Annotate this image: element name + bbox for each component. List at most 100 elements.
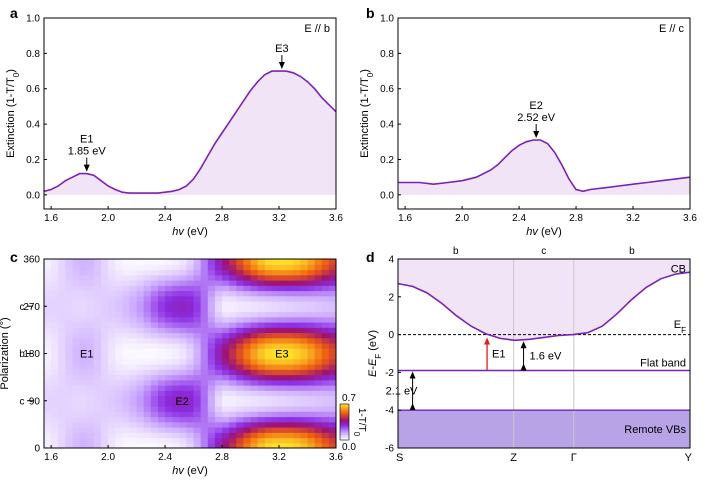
colorbar-min-label: 0.0: [342, 442, 356, 453]
heatmap-cell: [200, 358, 209, 365]
heatmap-cell: [279, 374, 287, 381]
heatmap-cell: [264, 306, 273, 313]
heatmap-cell: [65, 406, 74, 412]
heatmap-cell: [293, 421, 301, 428]
heatmap-cell: [279, 353, 287, 360]
heatmap-cell: [150, 369, 159, 376]
heatmap-cell: [293, 432, 301, 439]
x-tick-label: 2.0: [101, 452, 115, 463]
heatmap-cell: [314, 322, 323, 328]
heatmap-cell: [115, 290, 123, 297]
heatmap-cell: [250, 295, 259, 302]
heatmap-cell: [286, 421, 294, 428]
heatmap-cell: [172, 437, 180, 444]
heatmap-cell: [200, 442, 209, 448]
heatmap-cell: [72, 311, 81, 318]
heatmap-cell: [214, 316, 223, 323]
heatmap-cell: [307, 406, 316, 412]
heatmap-cell: [136, 416, 145, 423]
heatmap-cell: [58, 358, 66, 365]
heatmap-cell: [243, 442, 252, 448]
heatmap-cell: [93, 390, 102, 397]
spectrum-line: [43, 70, 337, 194]
heatmap-cell: [193, 442, 202, 448]
heatmap-cell: [193, 432, 202, 439]
heatmap-cell: [165, 427, 173, 433]
heatmap-cell: [129, 442, 138, 448]
heatmap-cell: [300, 311, 309, 318]
heatmap-cell: [100, 432, 109, 439]
heatmap-cell: [264, 400, 273, 407]
heatmap-cell: [321, 432, 330, 439]
heatmap-cell: [286, 332, 294, 339]
heatmap-cell: [257, 337, 266, 344]
heatmap-cell: [214, 369, 223, 376]
heatmap-cell: [86, 406, 95, 412]
heatmap-cell: [236, 322, 245, 328]
heatmap-cell: [321, 327, 330, 334]
heatmap-cell: [236, 395, 245, 402]
heatmap-cell: [321, 301, 330, 307]
heatmap-cell: [79, 411, 88, 418]
heatmap-cell: [264, 427, 273, 433]
heatmap-cell: [307, 295, 316, 302]
heatmap-cell: [214, 437, 223, 444]
heatmap-cell: [328, 285, 336, 292]
heatmap-cell: [108, 416, 116, 423]
heatmap-cell: [279, 416, 287, 423]
heatmap-cell: [300, 343, 309, 349]
heatmap-cell: [293, 301, 301, 307]
heatmap-cell: [229, 269, 237, 276]
region-label: E1: [80, 349, 93, 361]
heatmap-cell: [72, 353, 81, 360]
heatmap-cell: [86, 379, 95, 386]
heatmap-cell: [79, 295, 88, 302]
heatmap-cell: [328, 311, 336, 318]
heatmap-cell: [279, 421, 287, 428]
heatmap-cell: [286, 379, 294, 386]
heatmap-cell: [222, 316, 230, 323]
heatmap-cell: [286, 285, 294, 292]
heatmap-cell: [172, 369, 180, 376]
heatmap-cell: [314, 327, 323, 334]
heatmap-cell: [207, 385, 216, 391]
heatmap-cell: [250, 400, 259, 407]
heatmap-cell: [207, 301, 216, 307]
heatmap-cell: [51, 364, 59, 370]
polarization-axis-letter: b: [19, 349, 25, 360]
heatmap-cell: [264, 259, 273, 265]
heatmap-cell: [229, 427, 237, 433]
heatmap-cell: [165, 374, 173, 381]
heatmap-cell: [72, 337, 81, 344]
heatmap-cell: [100, 437, 109, 444]
heatmap-cell: [93, 369, 102, 376]
heatmap-cell: [150, 295, 159, 302]
heatmap-cell: [271, 374, 280, 381]
heatmap-cell: [79, 374, 88, 381]
heatmap-cell: [207, 269, 216, 276]
y-tick-label: 0.6: [380, 84, 394, 95]
heatmap-cell: [122, 290, 131, 297]
y-tick-label: 0.2: [26, 155, 40, 166]
heatmap-cell: [58, 264, 66, 271]
heatmap-cell: [79, 259, 88, 265]
heatmap-cell: [44, 306, 52, 313]
heatmap-cell: [108, 400, 116, 407]
heatmap-cell: [222, 311, 230, 318]
heatmap-cell: [236, 274, 245, 281]
heatmap-cell: [108, 374, 116, 381]
heatmap-cell: [100, 348, 109, 355]
heatmap-cell: [300, 400, 309, 407]
heatmap-cell: [172, 390, 180, 397]
heatmap-cell: [286, 316, 294, 323]
y-tick-label: 1.0: [380, 14, 394, 25]
heatmap-cell: [207, 406, 216, 412]
heatmap-cell: [179, 427, 188, 433]
heatmap-cell: [115, 364, 123, 370]
heatmap-cell: [44, 274, 52, 281]
heatmap-cell: [264, 322, 273, 328]
heatmap-cell: [200, 416, 209, 423]
heatmap-cell: [172, 442, 180, 448]
heatmap-cell: [250, 416, 259, 423]
spectrum-fill: [44, 71, 336, 195]
